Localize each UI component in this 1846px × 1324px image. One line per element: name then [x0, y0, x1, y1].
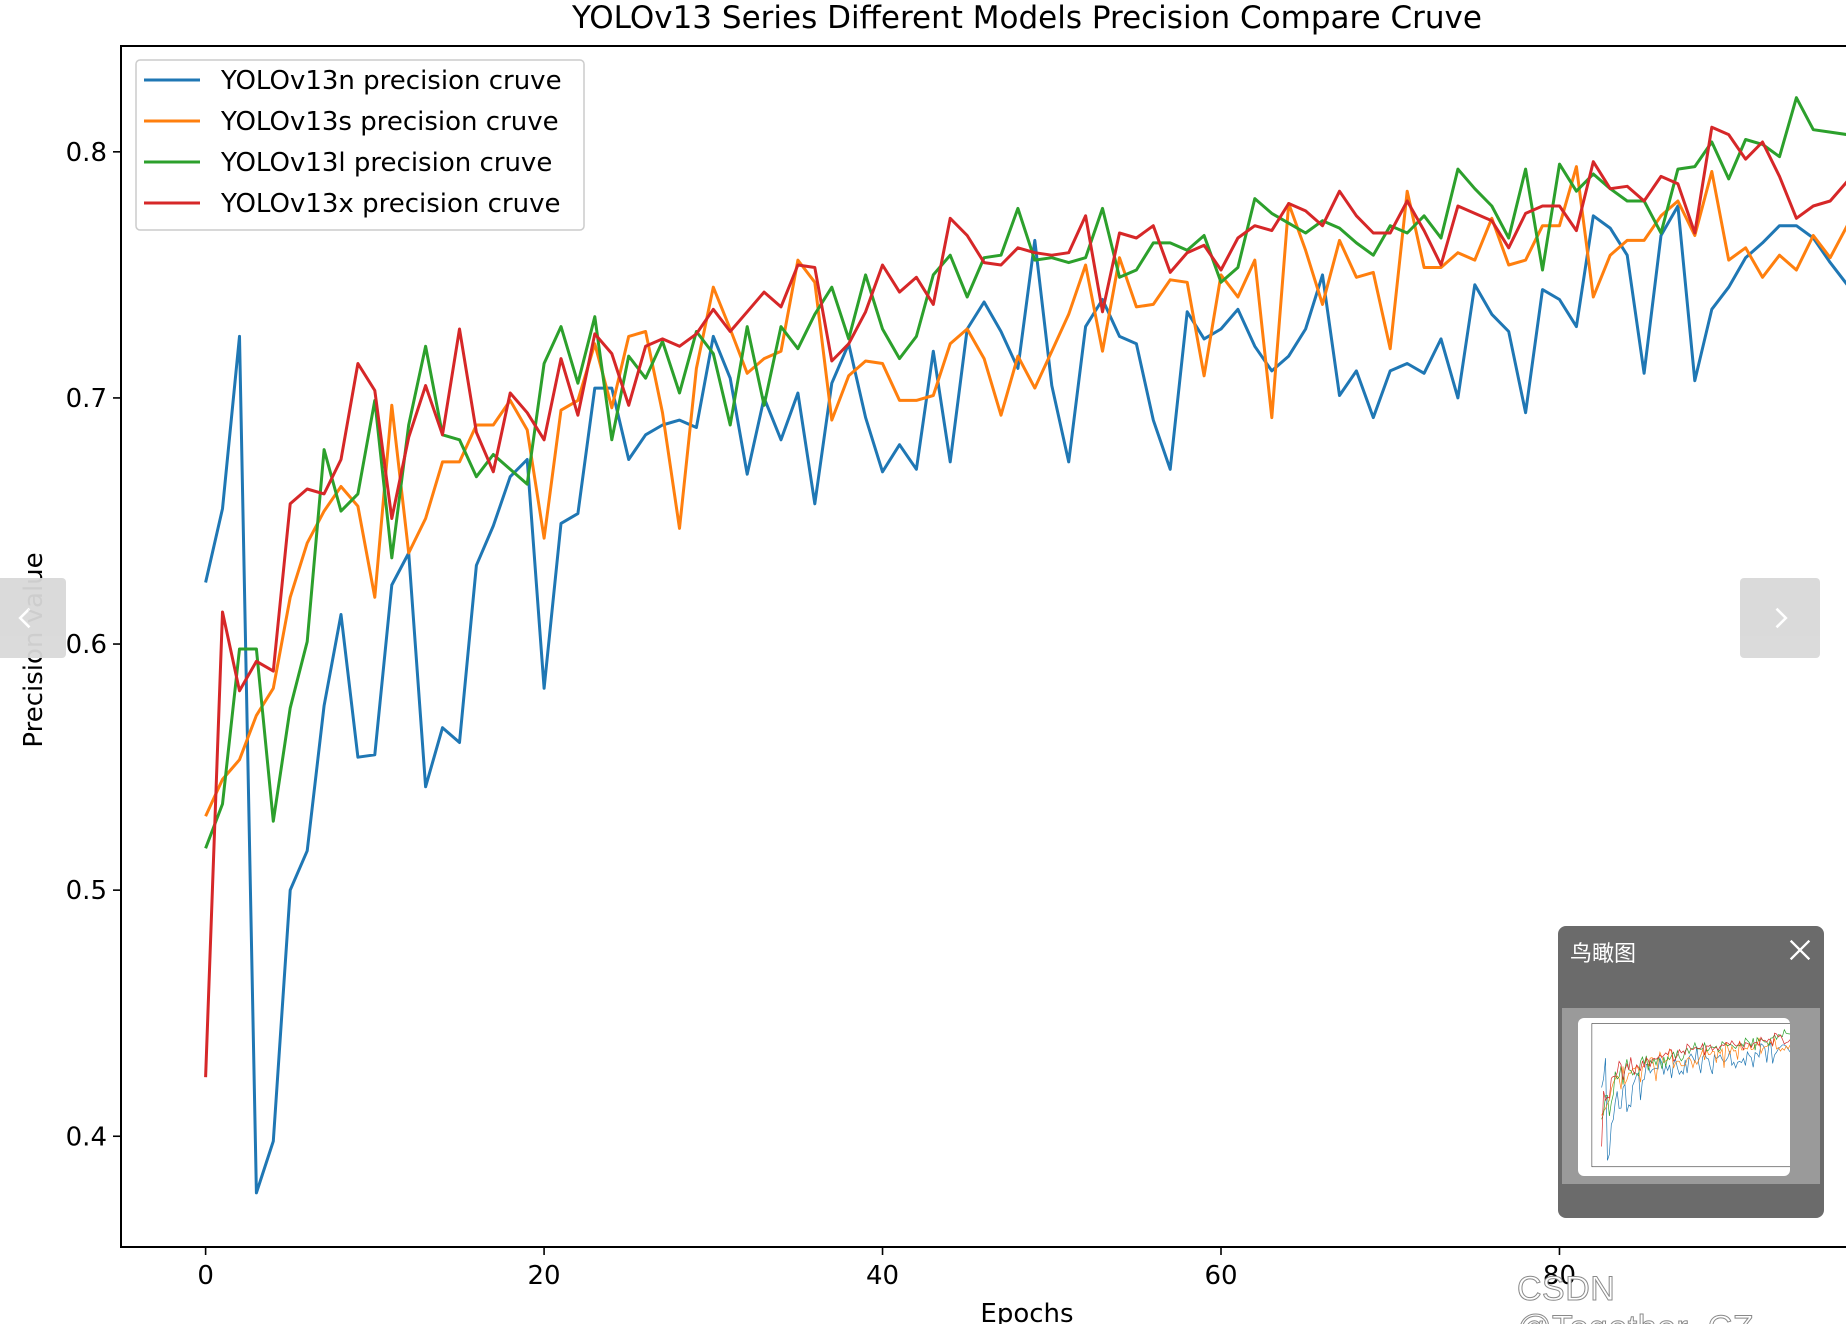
thumbnail-chart	[1591, 1023, 1790, 1168]
thumbnail-frame	[1591, 1023, 1790, 1168]
watermark: CSDN @Together_CZ	[1517, 1270, 1755, 1324]
y-tick-label: 0.4	[66, 1122, 107, 1152]
previous-image-button[interactable]	[0, 578, 66, 658]
overview-title: 鸟瞰图	[1570, 942, 1637, 967]
x-tick-label: 0	[197, 1261, 214, 1291]
x-tick-label: 20	[528, 1261, 561, 1291]
x-axis: 0 20 40 60 80	[197, 1247, 1576, 1291]
thumbnail-series-3	[1601, 1032, 1790, 1147]
x-tick-label: 40	[866, 1261, 899, 1291]
series-line-3	[204, 125, 1846, 1078]
overview-panel: 鸟瞰图	[1558, 926, 1824, 1218]
axes-frame	[120, 45, 1846, 1248]
legend-entry: YOLOv13n precision cruve	[144, 66, 562, 96]
y-tick-label: 0.7	[66, 384, 107, 414]
chart-title: YOLOv13 Series Different Models Precisio…	[571, 0, 1482, 36]
legend-label: YOLOv13x precision cruve	[220, 189, 560, 219]
legend: YOLOv13n precision cruve YOLOv13s precisi…	[135, 59, 585, 231]
thumbnail-series-2	[1601, 1028, 1790, 1120]
legend-entry: YOLOv13l precision cruve	[144, 148, 552, 178]
y-tick-label: 0.5	[66, 876, 107, 906]
overview-viewport[interactable]	[1562, 1008, 1820, 1184]
x-axis-label: Epochs	[980, 1299, 1073, 1324]
legend-entry: YOLOv13x precision cruve	[144, 189, 560, 219]
thumbnail-series-0	[1601, 1041, 1790, 1161]
legend-box	[135, 59, 585, 231]
thumbnail-series-1	[1601, 1037, 1790, 1116]
overview-thumbnail[interactable]	[1578, 1018, 1790, 1176]
series-line-1	[204, 165, 1846, 817]
legend-label: YOLOv13s precision cruve	[220, 107, 559, 137]
plot-lines	[204, 96, 1846, 1195]
close-icon[interactable]	[1786, 936, 1814, 964]
y-tick-label: 0.8	[66, 138, 107, 168]
series-line-0	[204, 204, 1846, 1195]
next-image-button[interactable]	[1740, 578, 1820, 658]
chevron-right-icon	[1775, 607, 1788, 629]
x-tick-label: 60	[1204, 1261, 1237, 1291]
x-tick-label: 80	[1543, 1261, 1576, 1291]
legend-label: YOLOv13l precision cruve	[220, 148, 552, 178]
y-tick-label: 0.6	[66, 630, 107, 660]
chevron-left-icon	[18, 607, 31, 629]
legend-label: YOLOv13n precision cruve	[220, 66, 562, 96]
series-line-2	[204, 96, 1846, 849]
legend-entry: YOLOv13s precision cruve	[144, 107, 559, 137]
y-axis: 0.4 0.5 0.6 0.7 0.8	[66, 138, 121, 1152]
